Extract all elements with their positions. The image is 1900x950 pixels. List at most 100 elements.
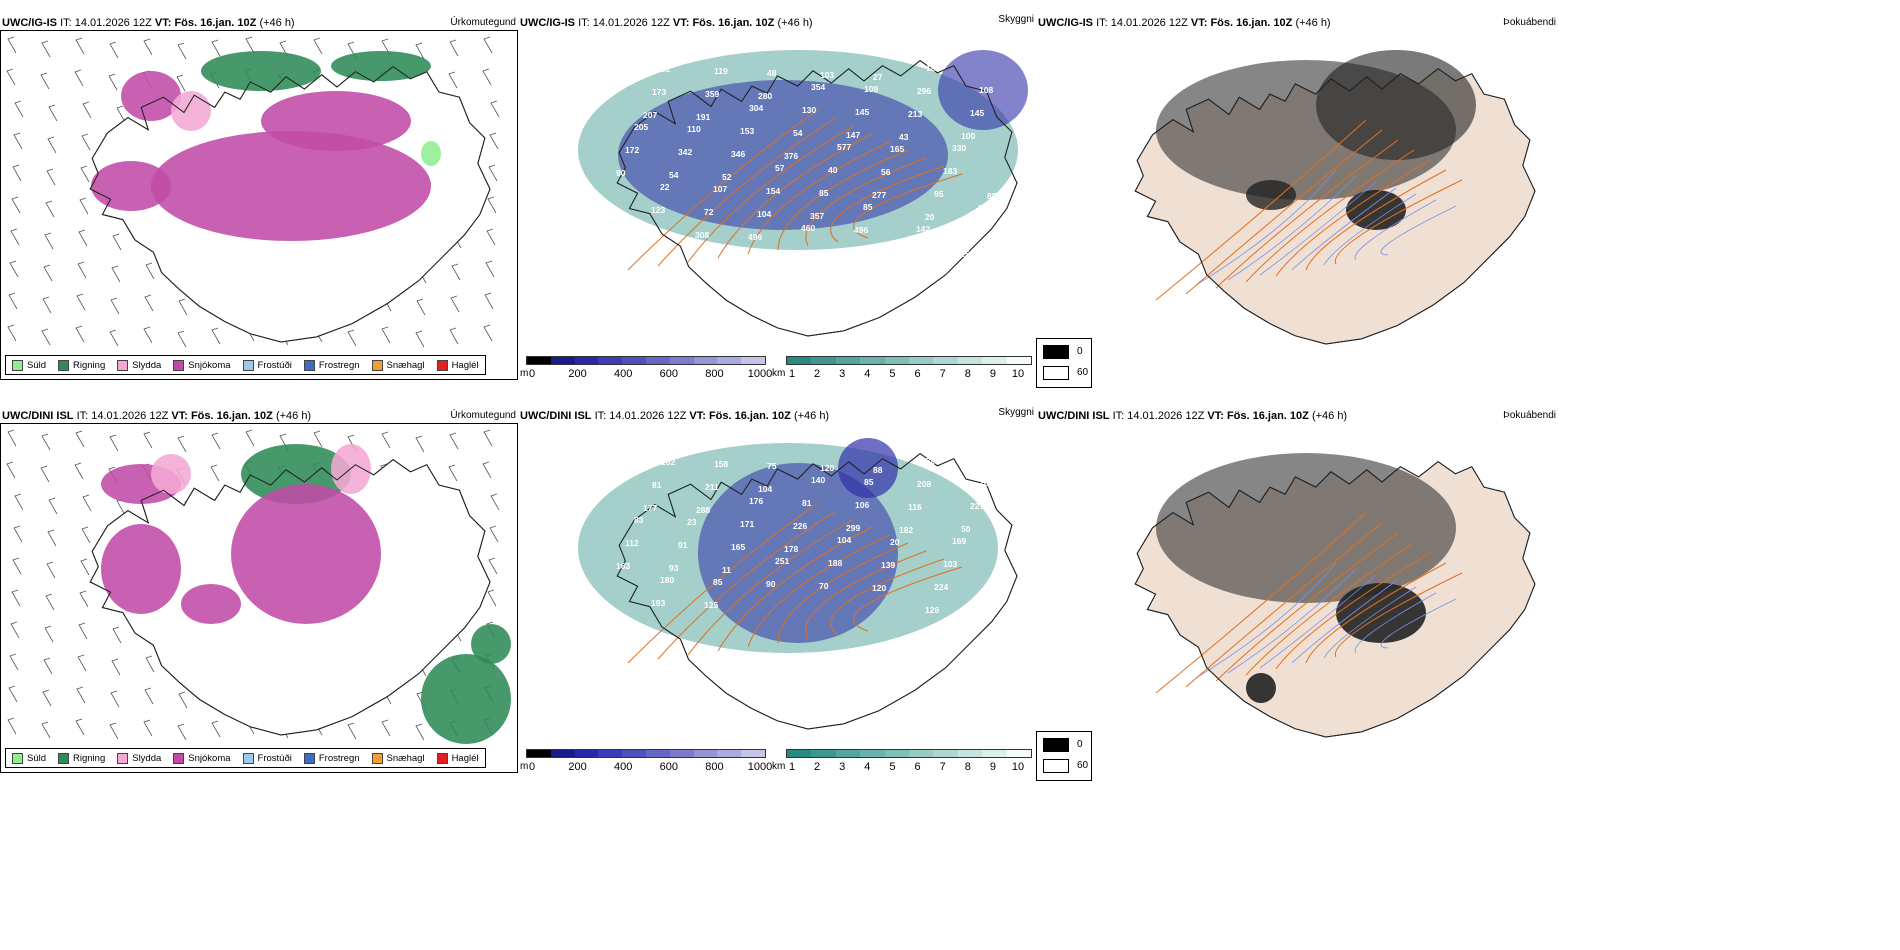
visibility-label: 95 bbox=[934, 189, 944, 199]
visibility-label: 54 bbox=[669, 170, 679, 180]
dew-swatch-low bbox=[1043, 345, 1069, 359]
precip-map[interactable]: Súld Rigning Slydda Snjókoma Frostúði Frostre… bbox=[0, 423, 518, 773]
field-title: Skyggni bbox=[998, 14, 1034, 25]
panel-header: UWC/DINI ISL IT: 14.01.2026 12Z VT: Fös.… bbox=[518, 405, 1036, 423]
legend-swatch bbox=[303, 359, 315, 371]
colorbar-segment bbox=[741, 750, 765, 757]
colorbar-segment bbox=[835, 357, 861, 364]
lead-time: (+46 h) bbox=[1295, 17, 1331, 29]
precip-area bbox=[261, 91, 411, 151]
visibility-area bbox=[618, 80, 948, 230]
vt-value: Fös. 16.jan. 10Z bbox=[190, 410, 273, 422]
visibility-label: 116 bbox=[908, 502, 922, 512]
visibility-label: 93 bbox=[669, 563, 679, 573]
legend-label: Frostúði bbox=[257, 752, 292, 764]
visibility-panel-top: UWC/IG-IS IT: 14.01.2026 12Z VT: Fös. 16… bbox=[518, 12, 1036, 380]
precip-area bbox=[331, 51, 431, 81]
legend-label: Frostúði bbox=[257, 359, 292, 371]
visibility-label: 193 bbox=[651, 598, 665, 608]
visibility-label: 120 bbox=[820, 463, 834, 473]
legend-label: Snæhagl bbox=[386, 752, 425, 764]
visibility-label: 145 bbox=[855, 107, 869, 117]
visibility-label: 207 bbox=[643, 110, 657, 120]
visibility-map[interactable]: 179 102 158 75 120 88 70 28 81 211 104 140 85 208 227 1… bbox=[518, 423, 1036, 745]
colorbar-tick: 3 bbox=[839, 368, 846, 380]
legend-swatch bbox=[58, 752, 70, 764]
vt-label: VT: bbox=[171, 410, 188, 422]
visibility-label: 178 bbox=[784, 544, 798, 554]
visibility-label: 100 bbox=[961, 131, 975, 141]
legend-item-frostregn: Frostregn bbox=[303, 359, 360, 371]
precip-area bbox=[201, 51, 321, 91]
visibility-label: 330 bbox=[952, 143, 966, 153]
colorbar-segment bbox=[550, 750, 575, 757]
visibility-label: 107 bbox=[713, 184, 727, 194]
visibility-label: 140 bbox=[811, 475, 825, 485]
legend-item-snæhagl: Snæhagl bbox=[371, 752, 425, 764]
visibility-label: 85 bbox=[864, 477, 874, 487]
visibility-label: 57 bbox=[775, 163, 785, 173]
legend-swatch bbox=[117, 359, 129, 371]
visibility-label: 188 bbox=[828, 558, 842, 568]
legend-item-snjókoma: Snjókoma bbox=[173, 752, 231, 764]
visibility-label: 20 bbox=[925, 212, 935, 222]
dew-map[interactable] bbox=[1036, 423, 1558, 745]
visibility-label: 125 bbox=[704, 600, 718, 610]
it-value: 14.01.2026 12Z bbox=[609, 410, 687, 422]
legend-item-slydda: Slydda bbox=[117, 752, 161, 764]
colorbar-tick: 7 bbox=[939, 761, 946, 773]
colorbar-segment bbox=[1006, 357, 1032, 364]
vt-label: VT: bbox=[154, 17, 172, 29]
visibility-label: 460 bbox=[801, 223, 815, 233]
colorbar-segment bbox=[598, 357, 623, 364]
visibility-map[interactable]: 285 92 119 48 103 27 188 108 173 359 280 354 109 296 1… bbox=[518, 30, 1036, 352]
colorbar-segment bbox=[787, 750, 812, 757]
visibility-label: 48 bbox=[767, 68, 777, 78]
visibility-label: 103 bbox=[943, 559, 957, 569]
visibility-colorbar: km 1 2 3 4 5 6 7 8 9 10 bbox=[772, 356, 1034, 382]
vt-value: Fös. 16.jan. 10Z bbox=[692, 17, 775, 29]
colorbar-segment bbox=[527, 750, 551, 757]
visibility-label: 171 bbox=[740, 519, 754, 529]
dew-map[interactable] bbox=[1036, 30, 1558, 352]
precip-legend: Súld Rigning Slydda Snjókoma Frostúði Frostre… bbox=[5, 355, 486, 375]
colorbar-tick: 1000 bbox=[747, 761, 773, 773]
visibility-unit: km bbox=[772, 368, 786, 379]
visibility-label: 180 bbox=[660, 575, 674, 585]
colorbar-segment bbox=[933, 750, 958, 757]
colorbar-tick: 9 bbox=[989, 761, 996, 773]
coastline-overlay bbox=[616, 59, 1018, 337]
visibility-label: 359 bbox=[705, 89, 719, 99]
visibility-label: 251 bbox=[775, 556, 789, 566]
dew-label-low: 0 bbox=[1077, 739, 1083, 750]
it-label: IT: bbox=[1096, 17, 1108, 29]
visibility-label: 342 bbox=[678, 147, 692, 157]
lead-time: (+46 h) bbox=[793, 410, 830, 422]
cloud-base-bar bbox=[526, 749, 766, 758]
visibility-label: 496 bbox=[854, 225, 868, 235]
colorbar-segment bbox=[884, 750, 910, 757]
precip-area bbox=[421, 654, 511, 744]
colorbar-segment bbox=[787, 357, 812, 364]
visibility-panel-bottom: UWC/DINI ISL IT: 14.01.2026 12Z VT: Fös.… bbox=[518, 405, 1036, 773]
road-network bbox=[627, 502, 963, 664]
model-name: UWC/IG-IS bbox=[1038, 17, 1093, 29]
visibility-label: 268 bbox=[978, 596, 992, 606]
colorbar-tick: 7 bbox=[939, 368, 946, 380]
colorbar-segment bbox=[933, 357, 958, 364]
legend-label: Rigning bbox=[73, 359, 106, 371]
visibility-label: 103 bbox=[820, 70, 834, 80]
precip-map[interactable]: Súld Rigning Slydda Snjókoma Frostúði Frostre… bbox=[0, 30, 518, 380]
it-value: 14.01.2026 12Z bbox=[1127, 410, 1205, 422]
legend-label: Frostregn bbox=[318, 359, 360, 371]
colorbar-tick: 200 bbox=[568, 761, 587, 773]
visibility-label: 70 bbox=[819, 581, 829, 591]
visibility-label: 110 bbox=[687, 124, 701, 134]
legend-item-frostregn: Frostregn bbox=[303, 752, 360, 764]
legend-item-snjókoma: Snjókoma bbox=[173, 359, 231, 371]
it-label: IT: bbox=[60, 17, 72, 29]
colorbar-tick: 600 bbox=[659, 761, 678, 773]
vt-value: Fös. 16.jan. 10Z bbox=[1226, 410, 1309, 422]
dew-legend: 0 60 bbox=[1036, 731, 1092, 781]
colorbar-tick: 8 bbox=[964, 368, 971, 380]
